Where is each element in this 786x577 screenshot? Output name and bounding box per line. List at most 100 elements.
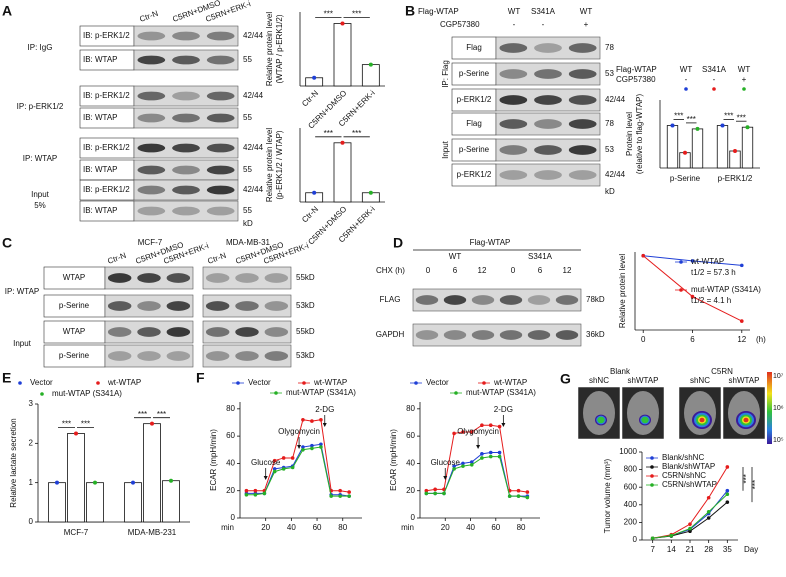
blot — [412, 323, 582, 347]
significance-label: *** — [157, 410, 166, 419]
data-point — [469, 430, 474, 434]
size-label: 55 — [243, 113, 252, 122]
data-point — [329, 494, 333, 498]
data-point — [525, 495, 530, 500]
size-label: 55 — [243, 165, 252, 174]
annotation: 2-DG — [315, 405, 334, 414]
band — [137, 55, 166, 65]
legend-label: S341A — [702, 65, 727, 74]
bar — [162, 480, 180, 523]
group-label: Input — [441, 140, 450, 159]
data-point — [340, 140, 345, 145]
legend-label: WT — [680, 65, 693, 74]
size-label: 53 — [605, 145, 614, 154]
data-point — [424, 488, 429, 493]
signal — [597, 416, 605, 424]
data-point — [725, 492, 730, 497]
signal — [641, 416, 649, 424]
x-tick-label: 60 — [491, 523, 500, 532]
data-point — [488, 423, 493, 428]
y-tick-label: 40 — [406, 459, 415, 468]
time-label: 0 — [426, 266, 431, 275]
blot — [202, 344, 292, 368]
legend-label: wt-WTAP — [493, 378, 527, 387]
lane-label: shWTAP — [729, 376, 760, 385]
band — [264, 301, 289, 311]
band — [166, 301, 191, 311]
blot — [495, 112, 601, 136]
group-label: IP: Flag — [441, 60, 450, 88]
band — [205, 273, 230, 283]
legend-marker — [302, 381, 306, 385]
band — [206, 143, 235, 153]
y-axis-label: (p-ERK1/2 / WTAP) — [275, 130, 284, 200]
band — [172, 31, 200, 41]
panel-label: E — [2, 370, 11, 386]
blot — [412, 288, 582, 312]
row-label: IB: p-ERK1/2 — [83, 91, 130, 100]
band — [415, 295, 439, 305]
band — [235, 301, 259, 311]
y-axis-label: ECAR (mpH/min) — [209, 429, 218, 491]
data-point — [131, 480, 135, 485]
data-point — [669, 533, 674, 538]
y-axis-label: Relative protein level — [265, 12, 274, 86]
row-label: IB: WTAP — [83, 55, 118, 64]
legend-marker — [454, 391, 458, 395]
band — [166, 273, 191, 283]
series-line — [246, 446, 350, 497]
blot — [495, 36, 601, 60]
band — [527, 295, 551, 305]
legend-marker — [679, 288, 683, 292]
blot — [495, 163, 601, 187]
legend-marker — [40, 392, 44, 396]
size-label: 42/44 — [605, 95, 626, 104]
x-tick-label: 12 — [737, 335, 746, 344]
band — [107, 327, 132, 337]
x-tick-label: 14 — [667, 545, 676, 554]
data-point — [281, 467, 286, 471]
colorbar-label: 10⁵ — [773, 437, 784, 444]
row-label: p-Serine — [59, 301, 90, 310]
data-point — [338, 494, 342, 498]
band — [443, 330, 467, 340]
legend-label: mut-WTAP (S341A) — [52, 389, 122, 398]
size-label: 78kD — [586, 295, 605, 304]
data-point — [683, 150, 687, 155]
arrow-head — [322, 423, 327, 427]
band — [235, 273, 259, 283]
data-point — [507, 494, 512, 498]
row-label: IB: WTAP — [83, 113, 118, 122]
y-tick-label: 800 — [624, 465, 638, 474]
band — [172, 143, 200, 153]
y-tick-label: 0 — [231, 513, 236, 522]
blot — [202, 266, 292, 290]
data-point — [745, 125, 750, 130]
signal — [699, 417, 705, 423]
row-label: IB: p-ERK1/2 — [83, 185, 130, 194]
size-label: 78 — [605, 43, 614, 52]
x-tick-label: Ctr-N — [300, 88, 320, 108]
data-point — [319, 445, 323, 449]
data-point — [688, 526, 692, 531]
x-tick-label: 40 — [466, 523, 475, 532]
colorbar-label: 10⁶ — [773, 405, 784, 412]
data-point — [733, 149, 737, 153]
y-tick-label: 2 — [29, 438, 34, 447]
legend-marker — [650, 474, 654, 478]
data-point — [516, 488, 521, 493]
y-tick-label: 200 — [624, 518, 638, 527]
data-point — [690, 294, 695, 299]
band — [499, 119, 528, 129]
legend-marker — [650, 456, 654, 460]
data-point — [347, 490, 351, 494]
legend-label: Vector — [248, 378, 271, 387]
y-tick-label: 60 — [406, 431, 415, 440]
x-axis-label: min — [221, 523, 234, 532]
legend-label: wt-WTAP — [690, 257, 724, 266]
panel-label: F — [196, 370, 205, 386]
data-point — [469, 460, 474, 464]
legend-label: wt-WTAP — [107, 378, 141, 387]
band — [137, 143, 166, 153]
